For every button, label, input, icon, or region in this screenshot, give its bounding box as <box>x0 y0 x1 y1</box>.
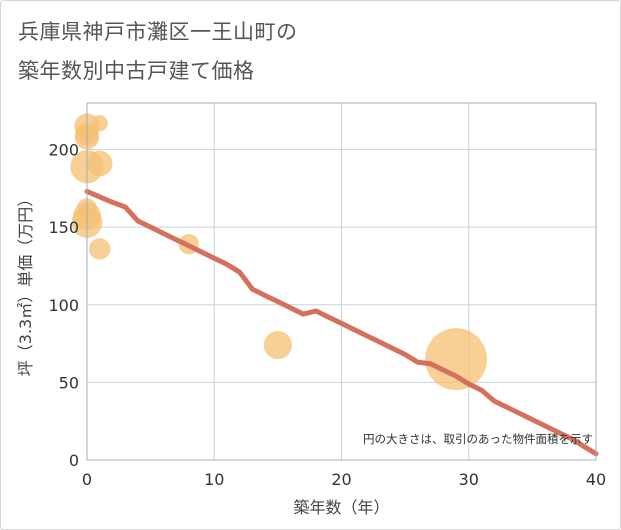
x-tick-label: 40 <box>586 470 606 489</box>
y-tick-label: 100 <box>48 296 79 315</box>
y-axis-label: 坪（3.3㎡）単価（万円） <box>16 191 35 376</box>
data-bubble <box>425 328 488 391</box>
y-tick-labels: 0 50 100 150 200 <box>48 141 79 470</box>
x-tick-label: 0 <box>82 470 92 489</box>
grid-lines <box>86 103 597 461</box>
x-axis-label: 築年数（年） <box>293 498 389 517</box>
y-tick-label: 0 <box>69 451 79 470</box>
bubble-size-note: 円の大きさは、取引のあった物件面積を示す <box>363 432 593 446</box>
chart-title-line-2: 築年数別中古戸建て価格 <box>18 59 255 83</box>
x-tick-label: 30 <box>459 470 479 489</box>
y-tick-label: 200 <box>48 141 79 160</box>
chart-title-line-1: 兵庫県神戸市灘区一王山町の <box>18 20 298 44</box>
x-tick-label: 10 <box>204 470 224 489</box>
data-bubble <box>91 115 108 132</box>
plot-border <box>86 102 597 461</box>
trend-line <box>84 188 599 457</box>
trend-layer <box>84 188 599 457</box>
data-bubble <box>86 150 113 177</box>
x-tick-labels: 0 10 20 30 40 <box>82 470 606 489</box>
data-bubble <box>89 238 111 260</box>
x-tick-label: 20 <box>331 470 351 489</box>
y-tick-label: 150 <box>48 218 79 237</box>
bubble-layer <box>70 113 488 391</box>
y-tick-label: 50 <box>59 373 79 392</box>
data-bubble <box>263 331 292 360</box>
